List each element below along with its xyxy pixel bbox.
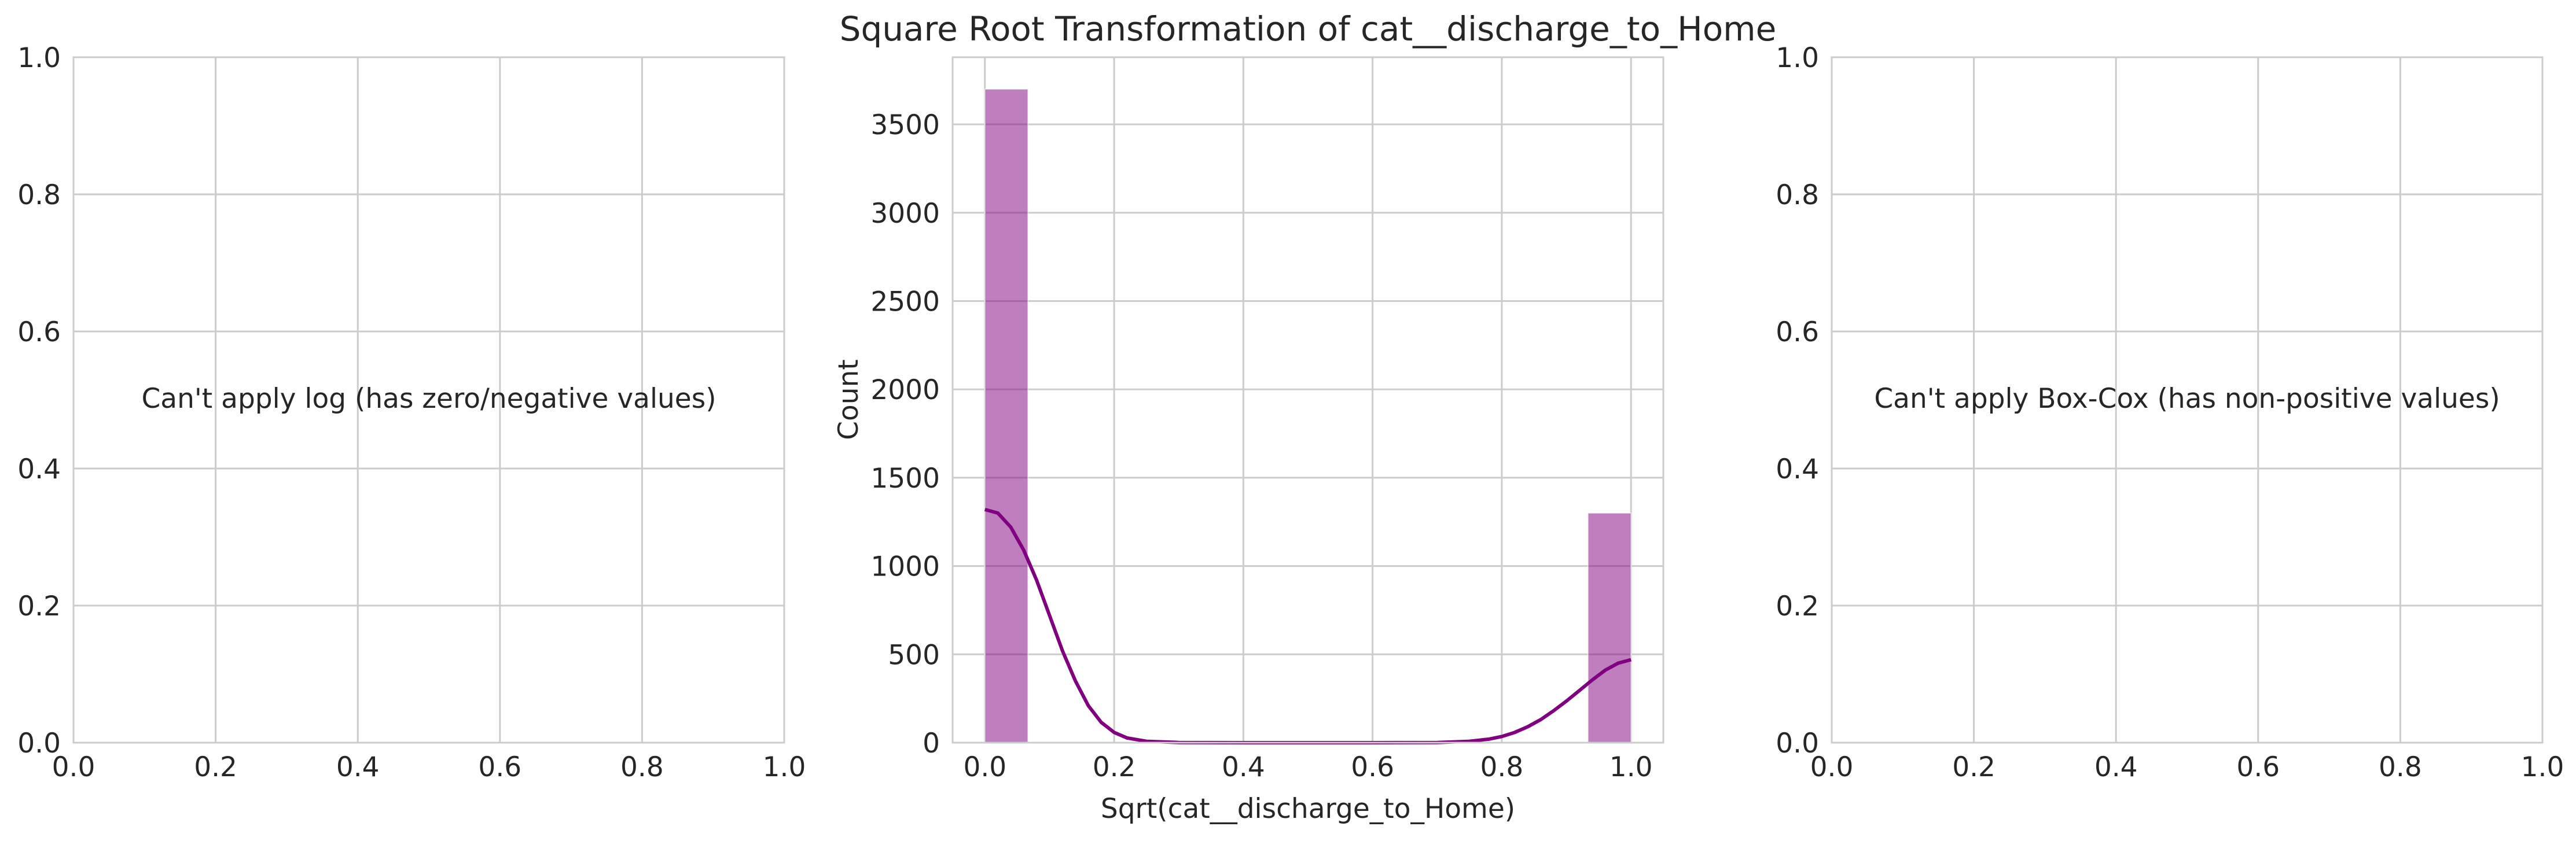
plot-frame — [951, 56, 1664, 744]
log-transform-panel: 0.0 0.2 0.4 0.6 0.8 1.0 0.0 0.2 0.4 0.6 0.8 1.0 Can… — [17, 42, 806, 783]
boxcox-not-applicable-note: Can't apply Box-Cox (has non-positive va… — [1874, 383, 2500, 415]
chart-title: Square Root Transformation of cat__disch… — [840, 9, 1777, 49]
plot-frame — [72, 56, 785, 744]
y-tick-label: 3000 — [870, 198, 940, 230]
boxcox-transform-panel: 0.0 0.2 0.4 0.6 0.8 1.0 0.0 0.2 0.4 0.6 0.8 1.0 Can… — [1776, 42, 2564, 783]
y-tick-label: 2500 — [870, 286, 940, 318]
x-axis-label: Sqrt(cat__discharge_to_Home) — [1101, 793, 1515, 825]
y-tick-label: 2000 — [870, 374, 940, 406]
y-tick-label: 0.4 — [17, 453, 61, 485]
x-tick-label: 0.6 — [2236, 751, 2280, 783]
y-tick-label: 1.0 — [1776, 42, 1819, 74]
x-tick-label: 0.2 — [1952, 751, 1996, 783]
x-tick-label: 0.2 — [194, 751, 237, 783]
kde-curve — [984, 508, 1631, 744]
histogram-bar — [1587, 512, 1632, 743]
y-tick-label: 0.6 — [17, 316, 61, 348]
plot-frame — [1831, 56, 2544, 744]
y-tick-label: 1.0 — [17, 42, 61, 74]
y-tick-label: 3500 — [870, 109, 940, 141]
y-tick-label: 0.0 — [17, 728, 61, 759]
y-tick-label: 0.6 — [1776, 316, 1819, 348]
x-tick-label: 1.0 — [2521, 751, 2564, 783]
x-tick-label: 0.8 — [620, 751, 664, 783]
sqrt-transform-panel: 0.0 0.2 0.4 0.6 0.8 1.0 0 500 1000 1500 2000 2500 30… — [833, 9, 1776, 825]
x-tick-label: 0.4 — [336, 751, 380, 783]
y-tick-label: 1500 — [870, 463, 940, 495]
x-tick-label: 0.2 — [1093, 751, 1136, 783]
y-tick-label: 1000 — [870, 551, 940, 583]
x-tick-label: 0.6 — [478, 751, 521, 783]
x-tick-label: 0.8 — [1480, 751, 1524, 783]
y-tick-label: 0.2 — [17, 591, 61, 622]
x-tick-label: 0.4 — [2094, 751, 2138, 783]
y-tick-label: 500 — [888, 639, 940, 671]
y-tick-label: 0.0 — [1776, 728, 1819, 759]
y-tick-label: 0.4 — [1776, 453, 1819, 485]
y-axis-label: Count — [833, 359, 865, 440]
y-tick-label: 0.2 — [1776, 591, 1819, 622]
x-tick-label: 1.0 — [1609, 751, 1653, 783]
x-tick-label: 0.4 — [1222, 751, 1265, 783]
x-tick-label: 0.0 — [1810, 751, 1854, 783]
y-tick-label: 0 — [923, 728, 940, 759]
log-not-applicable-note: Can't apply log (has zero/negative value… — [141, 383, 716, 415]
histogram-bar — [984, 88, 1029, 743]
x-tick-label: 0.0 — [963, 751, 1006, 783]
x-tick-label: 1.0 — [763, 751, 806, 783]
x-tick-label: 0.8 — [2379, 751, 2422, 783]
y-tick-label: 0.8 — [1776, 179, 1819, 211]
x-tick-label: 0.0 — [52, 751, 95, 783]
y-tick-label: 0.8 — [17, 179, 61, 211]
x-tick-label: 0.6 — [1351, 751, 1394, 783]
